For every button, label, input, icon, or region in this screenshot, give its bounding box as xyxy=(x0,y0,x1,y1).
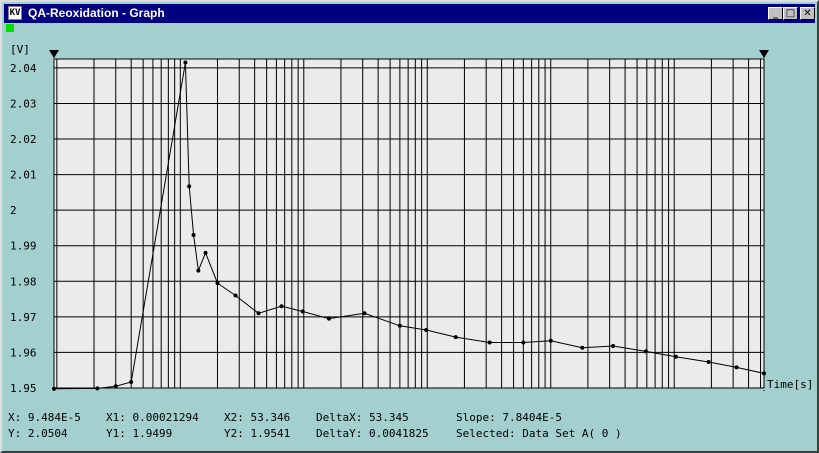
cursor-marker-icon xyxy=(49,50,59,58)
cursor-markers[interactable] xyxy=(49,50,769,391)
data-point xyxy=(762,371,766,376)
readout-x1: X1: 0.00021294 xyxy=(106,411,199,424)
grid-lines xyxy=(53,58,765,389)
readout-slope: Slope: 7.8404E-5 xyxy=(456,411,562,424)
data-point xyxy=(191,233,196,238)
data-point xyxy=(215,281,220,286)
y-tick-label: 1.97 xyxy=(10,311,37,324)
title-bar[interactable]: KV QA-Reoxidation - Graph _ □ ✕ xyxy=(4,4,815,23)
y-tick-label: 2 xyxy=(10,204,17,217)
data-point xyxy=(673,354,678,359)
readout-y: Y: 2.0504 xyxy=(8,427,68,440)
readout-x2: X2: 53.346 xyxy=(224,411,291,424)
data-point xyxy=(279,304,284,309)
minimize-button[interactable]: _ xyxy=(768,7,783,20)
readout-selected: Selected: Data Set A( 0 ) xyxy=(456,427,622,440)
data-point xyxy=(397,323,402,328)
data-point xyxy=(487,340,492,345)
y-tick-label: 1.96 xyxy=(10,346,37,359)
data-point xyxy=(643,349,648,354)
y-tick-label: 2.02 xyxy=(10,133,37,146)
tick-labels: 2.042.032.022.0121.991.981.971.961.950.0… xyxy=(10,62,37,395)
y-tick-label: 1.99 xyxy=(10,240,37,253)
chart[interactable]: 2.042.032.022.0121.991.981.971.961.950.0… xyxy=(2,2,817,406)
data-point xyxy=(326,316,331,321)
readout-y1: Y1: 1.9499 xyxy=(106,427,173,440)
plot-border xyxy=(53,58,765,389)
data-series xyxy=(51,60,766,391)
readout-y2: Y2: 1.9541 xyxy=(224,427,291,440)
data-point xyxy=(611,344,616,349)
data-point xyxy=(362,311,367,316)
readout-deltay: DeltaY: 0.0041825 xyxy=(316,427,429,440)
status-indicator-icon xyxy=(6,24,14,32)
readout-x: X: 9.484E-5 xyxy=(8,411,81,424)
plot-area[interactable] xyxy=(54,59,764,388)
data-point xyxy=(129,379,134,384)
data-point xyxy=(113,384,118,389)
readout-deltax: DeltaX: 53.345 xyxy=(316,411,409,424)
data-point xyxy=(424,328,429,333)
y-tick-label: 1.98 xyxy=(10,275,37,288)
data-point xyxy=(233,293,238,298)
data-point xyxy=(187,184,192,189)
cursor-marker-icon xyxy=(759,50,769,58)
y-tick-label: 1.95 xyxy=(10,382,37,395)
data-point xyxy=(706,360,711,365)
y-axis-label: [V] xyxy=(10,43,30,56)
data-point xyxy=(453,335,458,340)
y-tick-label: 2.01 xyxy=(10,169,37,182)
data-point xyxy=(521,340,526,345)
data-point xyxy=(51,386,56,391)
maximize-button[interactable]: □ xyxy=(783,7,798,20)
data-point xyxy=(256,311,261,316)
data-point xyxy=(196,268,201,273)
x-axis-label: Time[s] xyxy=(767,378,813,391)
y-tick-label: 2.04 xyxy=(10,62,37,75)
data-point xyxy=(95,386,100,391)
y-tick-label: 2.03 xyxy=(10,97,37,110)
data-point xyxy=(548,338,553,343)
close-button[interactable]: ✕ xyxy=(800,7,815,20)
window-title: QA-Reoxidation - Graph xyxy=(28,6,165,20)
readout-panel: X: 9.484E-5 Y: 2.0504 X1: 0.00021294 Y1:… xyxy=(2,408,817,450)
app-icon: KV xyxy=(8,6,22,20)
data-point xyxy=(300,309,305,314)
data-point xyxy=(580,345,585,350)
data-point xyxy=(734,365,739,370)
data-point xyxy=(203,250,208,255)
data-point xyxy=(183,60,188,65)
